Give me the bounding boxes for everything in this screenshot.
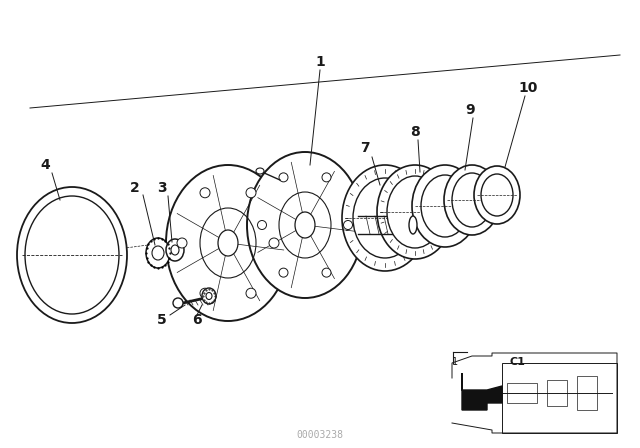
Ellipse shape [412,165,478,247]
Ellipse shape [166,165,290,321]
Circle shape [322,268,331,277]
Text: C1: C1 [510,357,526,367]
Circle shape [200,288,210,298]
Ellipse shape [353,178,417,258]
Ellipse shape [247,152,363,298]
Text: 4: 4 [40,158,50,172]
Ellipse shape [342,165,428,271]
Ellipse shape [202,288,216,304]
Circle shape [246,288,256,298]
Text: 5: 5 [157,313,167,327]
Text: 6: 6 [192,313,202,327]
Circle shape [344,220,353,229]
Circle shape [177,238,187,248]
Polygon shape [462,373,502,410]
Circle shape [257,220,266,229]
Text: 7: 7 [360,141,370,155]
Text: 1: 1 [315,55,325,69]
Circle shape [246,188,256,198]
Text: 00003238: 00003238 [296,430,344,440]
Ellipse shape [295,212,315,238]
Ellipse shape [387,176,443,248]
Text: 3: 3 [157,181,167,195]
Ellipse shape [421,175,469,237]
Circle shape [200,188,210,198]
Bar [547,380,567,406]
Circle shape [279,173,288,182]
Bar [507,383,537,403]
Bar [577,376,597,410]
Ellipse shape [474,166,520,224]
Ellipse shape [17,187,127,323]
Bar [502,363,617,433]
Text: 8: 8 [410,125,420,139]
Ellipse shape [444,165,500,235]
Ellipse shape [146,238,170,268]
Text: 9: 9 [465,103,475,117]
Ellipse shape [377,165,453,259]
Ellipse shape [166,239,184,261]
Text: 1: 1 [452,357,458,367]
Ellipse shape [481,174,513,216]
Ellipse shape [452,173,492,227]
Text: 2: 2 [130,181,140,195]
Ellipse shape [256,168,264,174]
Circle shape [279,268,288,277]
Circle shape [322,173,331,182]
Ellipse shape [218,230,238,256]
Circle shape [269,238,279,248]
Text: 10: 10 [518,81,538,95]
Ellipse shape [173,298,183,308]
Ellipse shape [409,216,417,234]
